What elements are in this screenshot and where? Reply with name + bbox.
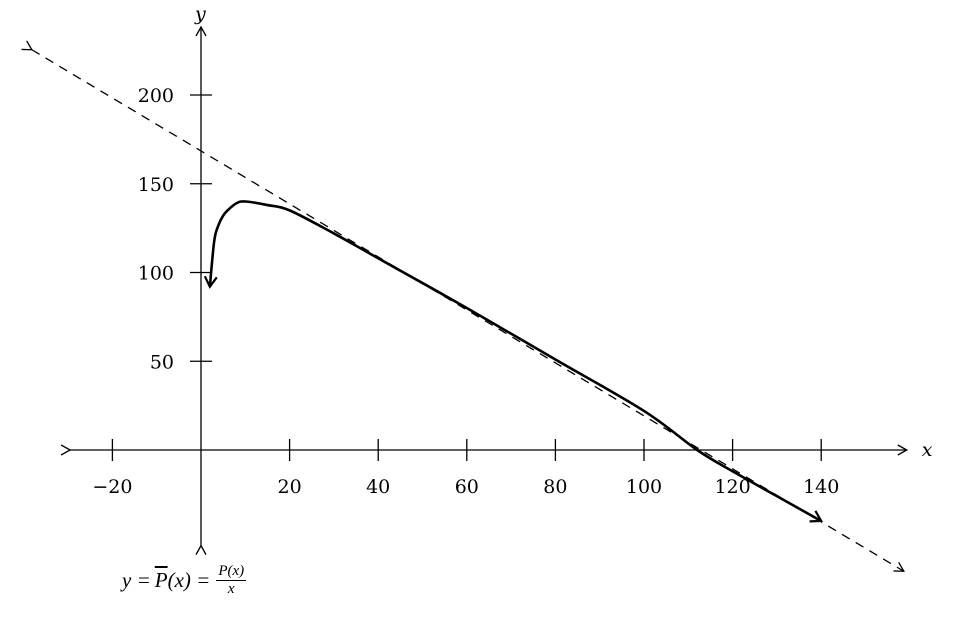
- curve-formula: y = P (x) = P(x) x: [122, 563, 247, 598]
- x-tick-label: 140: [803, 476, 839, 498]
- formula-numerator: P(x): [216, 563, 247, 581]
- x-tick-label: 40: [366, 476, 390, 498]
- y-tick-label: 200: [138, 85, 174, 107]
- x-tick-label: 100: [626, 476, 662, 498]
- x-tick-label: 20: [278, 476, 302, 498]
- series-layer: [21, 40, 905, 572]
- average-profit-curve: [203, 200, 824, 523]
- formula-arg: (x) =: [167, 568, 211, 592]
- y-axis-label: y: [194, 3, 206, 25]
- x-tick-label: 80: [543, 476, 567, 498]
- formula-lhs: y =: [122, 568, 151, 592]
- x-tick-label: −20: [92, 476, 132, 498]
- y-tick-label: 100: [138, 263, 174, 285]
- formula-fraction: P(x) x: [216, 563, 247, 598]
- x-axis-label: x: [922, 439, 933, 461]
- formula-func: P: [154, 568, 168, 592]
- formula-denominator: x: [227, 581, 235, 597]
- y-tick-label: 50: [150, 351, 174, 373]
- y-tick-label: 150: [138, 174, 174, 196]
- x-tick-label: 60: [455, 476, 479, 498]
